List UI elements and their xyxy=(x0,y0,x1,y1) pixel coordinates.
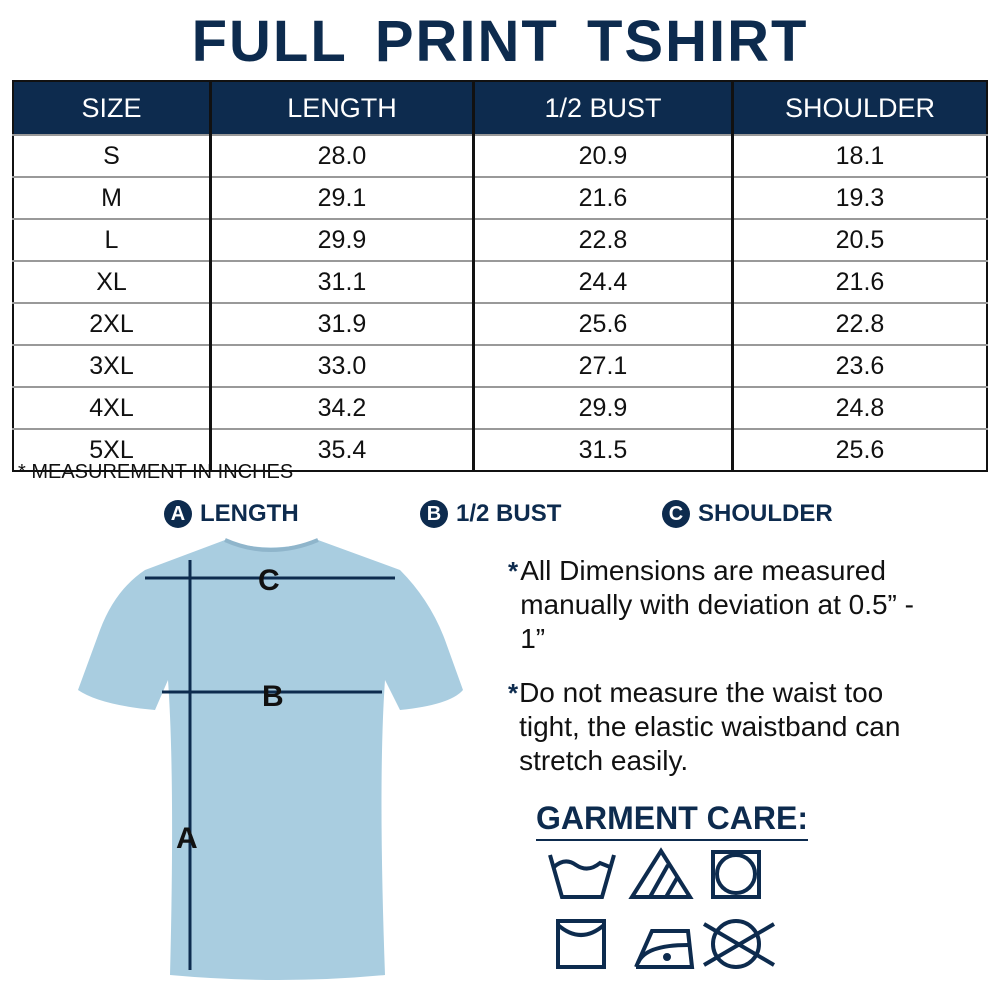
table-cell: 23.6 xyxy=(731,344,987,387)
table-cell: 22.8 xyxy=(731,302,987,345)
table-cell: 5XL xyxy=(13,428,211,471)
tshirt-shape xyxy=(78,540,463,980)
table-cell: 22.8 xyxy=(472,218,733,261)
legend-length: A LENGTH xyxy=(164,500,299,528)
legend-bust: B 1/2 BUST xyxy=(420,500,561,528)
page-title: FULL PRINT TSHIRT xyxy=(191,9,809,74)
table-cell: S xyxy=(13,134,211,177)
table-cell: 21.6 xyxy=(472,176,733,219)
table-cell: 31.9 xyxy=(209,302,474,345)
table-cell: 28.0 xyxy=(209,134,474,177)
bullet-text: All Dimensions are measured manually wit… xyxy=(520,555,914,654)
header-shoulder: SHOULDER xyxy=(731,81,987,135)
letter-a-icon: A xyxy=(164,500,192,528)
table-cell: 35.4 xyxy=(209,428,474,471)
table-row: 5XL 35.4 31.5 25.6 xyxy=(13,428,987,471)
letter-c-icon: C xyxy=(662,500,690,528)
label-a: A xyxy=(176,822,198,855)
line-dry-icon xyxy=(556,919,606,969)
table-cell: 29.1 xyxy=(209,176,474,219)
asterisk-icon: * xyxy=(508,556,519,586)
table-cell: 21.6 xyxy=(731,260,987,303)
table-row: 3XL 33.0 27.1 23.6 xyxy=(13,344,987,387)
label-b: B xyxy=(262,680,284,713)
table-cell: 19.3 xyxy=(731,176,987,219)
table-row: M 29.1 21.6 19.3 xyxy=(13,176,987,219)
table-cell: 4XL xyxy=(13,386,211,429)
table-cell: XL xyxy=(13,260,211,303)
table-cell: 29.9 xyxy=(209,218,474,261)
letter-b-icon: B xyxy=(420,500,448,528)
asterisk-icon: * xyxy=(508,678,519,708)
legend-label: SHOULDER xyxy=(698,500,833,527)
tumble-dry-icon xyxy=(711,850,761,899)
table-cell: 25.6 xyxy=(731,428,987,471)
table-row: 4XL 34.2 29.9 24.8 xyxy=(13,386,987,429)
table-row: S 28.0 20.9 18.1 xyxy=(13,134,987,177)
table-row: XL 31.1 24.4 21.6 xyxy=(13,260,987,303)
hand-wash-icon xyxy=(548,854,616,899)
bullet-waist: * Do not measure the waist too tight, the… xyxy=(508,676,948,778)
table-cell: 33.0 xyxy=(209,344,474,387)
table-row: L 29.9 22.8 20.5 xyxy=(13,218,987,261)
legend-label: 1/2 BUST xyxy=(456,500,562,527)
table-cell: 34.2 xyxy=(209,386,474,429)
header-length: LENGTH xyxy=(209,81,474,135)
table-cell: 20.5 xyxy=(731,218,987,261)
header-size: SIZE xyxy=(13,81,211,135)
legend-shoulder: C SHOULDER xyxy=(662,500,833,528)
do-not-dry-clean-icon xyxy=(702,919,776,969)
table-cell: 31.1 xyxy=(209,260,474,303)
table-cell: 31.5 xyxy=(472,428,733,471)
table-cell: 3XL xyxy=(13,344,211,387)
care-icons xyxy=(548,847,776,969)
iron-icon xyxy=(634,929,695,969)
measurement-note: * MEASUREMENT IN INCHES xyxy=(18,461,294,483)
bleach-icon xyxy=(628,847,694,899)
table-cell: 18.1 xyxy=(731,134,987,177)
table-cell: 24.8 xyxy=(731,386,987,429)
table-cell: 2XL xyxy=(13,302,211,345)
table-cell: 27.1 xyxy=(472,344,733,387)
legend-label: LENGTH xyxy=(200,500,299,527)
table-cell: 20.9 xyxy=(472,134,733,177)
header-bust: 1/2 BUST xyxy=(472,81,733,135)
table-cell: M xyxy=(13,176,211,219)
table-cell: L xyxy=(13,218,211,261)
bullet-text: Do not measure the waist too tight, the … xyxy=(519,677,901,776)
table-row: 2XL 31.9 25.6 22.8 xyxy=(13,302,987,345)
table-cell: 25.6 xyxy=(472,302,733,345)
label-c: C xyxy=(258,564,280,597)
table-cell: 29.9 xyxy=(472,386,733,429)
size-table: SIZE LENGTH 1/2 BUST SHOULDER S 28.0 20.9 1… xyxy=(12,80,988,472)
table-cell: 24.4 xyxy=(472,260,733,303)
tshirt-diagram: C B A xyxy=(78,538,463,980)
bullet-dimensions: * All Dimensions are measured manually wi… xyxy=(508,554,928,656)
garment-care-title: GARMENT CARE: xyxy=(536,800,808,841)
